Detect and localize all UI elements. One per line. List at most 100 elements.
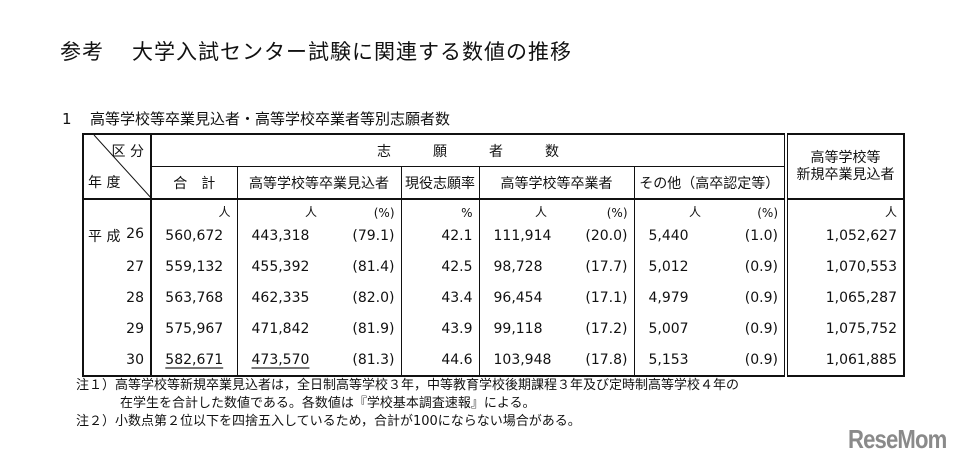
new-cell-value: 1,070,553 <box>825 258 897 275</box>
sotsugyo-cell-value: 96,454 <box>493 289 543 306</box>
title-prefix: 参考 <box>60 40 104 64</box>
sotsugyo-pct-cell: (17.8) <box>569 344 635 377</box>
sotsugyo-cell-value: 99,118 <box>493 320 543 337</box>
new-cell: 1,070,553 <box>784 251 905 282</box>
mikomi-cell-value: 443,318 <box>251 227 310 244</box>
new-graduates-header: 高等学校等 新規卒業見込者 <box>784 133 905 200</box>
other-pct-cell-value: (1.0) <box>744 227 778 244</box>
other-cell-value: 5,153 <box>648 351 689 368</box>
year-cell: 28 <box>82 282 152 313</box>
new-header-line2: 新規卒業見込者 <box>796 166 895 183</box>
total-cell: 575,967 <box>150 313 238 344</box>
mikomi-pct-cell-value: (81.3) <box>352 351 395 368</box>
sotsugyo-pct-cell: (17.2) <box>569 313 635 344</box>
new-cell-value: 1,065,287 <box>825 289 897 306</box>
other-cell-value: 5,012 <box>648 258 689 275</box>
mikomi-cell-value: 455,392 <box>251 258 310 275</box>
sotsugyo-cell-value: 98,728 <box>493 258 543 275</box>
other-pct-cell: (0.9) <box>719 313 787 344</box>
sotsugyo-pct-cell-value: (17.8) <box>585 351 628 368</box>
sotsugyo-cell: 99,118 <box>478 313 569 344</box>
total-cell-value: 559,132 <box>165 258 224 275</box>
year-cell: 29 <box>82 313 152 344</box>
section-text: 高等学校等卒業見込者・高等学校卒業者等別志願者数 <box>90 110 451 128</box>
new-header-line1: 高等学校等 <box>810 149 881 166</box>
year-cell-value: 29 <box>126 320 144 337</box>
other-cell-value: 5,007 <box>648 320 689 337</box>
mikomi-cell: 443,318 <box>236 220 337 251</box>
applicants-table: 区 分 年 度 志 願 者 数 高等学校等 新規卒業見込者 合 計 高等学校等卒… <box>82 133 905 377</box>
total-cell-value: 575,967 <box>165 320 224 337</box>
unit-mikomi: 人 <box>236 199 337 220</box>
year-cell-value: 30 <box>126 351 144 368</box>
table-row: 30 582,671 473,570 (81.3) 44.6 103,948 (17.8) 5… <box>82 344 905 377</box>
units-row: 人 人 (%) % 人 (%) 人 (%) 人 <box>82 199 905 220</box>
mikomi-cell-value: 462,335 <box>251 289 310 306</box>
mikomi-cell: 473,570 <box>236 344 337 377</box>
sotsugyo-pct-cell-value: (17.7) <box>585 258 628 275</box>
mikomi-pct-cell-value: (81.4) <box>352 258 395 275</box>
sotsugyo-pct-cell: (20.0) <box>569 220 635 251</box>
sotsugyo-cell-value: 103,948 <box>493 351 552 368</box>
other-cell: 5,440 <box>633 220 719 251</box>
corner-label-category: 区 分 <box>111 144 144 160</box>
sotsugyo-cell-value: 111,914 <box>493 227 552 244</box>
other-cell: 5,012 <box>633 251 719 282</box>
other-pct-cell: (0.9) <box>719 344 787 377</box>
new-cell-value: 1,075,752 <box>825 320 897 337</box>
resemom-logo: ReseMom <box>848 424 947 454</box>
other-pct-cell: (0.9) <box>719 251 787 282</box>
year-cell-value: 28 <box>126 289 144 306</box>
year-cell-value: 26 <box>126 225 144 242</box>
other-pct-cell-value: (0.9) <box>744 258 778 275</box>
total-cell: 563,768 <box>150 282 238 313</box>
new-cell: 1,075,752 <box>784 313 905 344</box>
header-row-2: 合 計 高等学校等卒業見込者 現役志願率 高等学校等卒業者 その他（高卒認定等） <box>83 166 904 200</box>
year-cell: 平 成 26 <box>82 220 152 251</box>
note-1: 注１）高等学校等新規卒業見込者は，全日制高等学校３年，中等教育学校後期課程３年及… <box>76 378 740 393</box>
total-cell: 560,672 <box>150 220 238 251</box>
mikomi-pct-cell: (79.1) <box>337 220 402 251</box>
col-header-mikomi: 高等学校等卒業見込者 <box>236 166 402 200</box>
total-cell: 559,132 <box>150 251 238 282</box>
corner-label-year: 年 度 <box>88 175 121 191</box>
mikomi-pct-cell-value: (79.1) <box>352 227 395 244</box>
rate-cell-value: 43.4 <box>441 289 473 306</box>
sotsugyo-pct-cell-value: (20.0) <box>585 227 628 244</box>
unit-other: 人 <box>633 199 719 220</box>
other-pct-cell-value: (0.9) <box>744 289 778 306</box>
new-cell: 1,065,287 <box>784 282 905 313</box>
unit-mikomi-pct: (%) <box>337 199 402 220</box>
rate-cell-value: 42.1 <box>441 227 473 244</box>
year-cell: 30 <box>82 344 152 377</box>
other-pct-cell-value: (0.9) <box>744 351 778 368</box>
mikomi-pct-cell-value: (82.0) <box>352 289 395 306</box>
table-row: 平 成 26 560,672 443,318 (79.1) 42.1 111,914 (20.… <box>82 220 905 251</box>
unit-sotsugyo: 人 <box>478 199 569 220</box>
rate-cell: 42.1 <box>400 220 480 251</box>
rate-cell-value: 43.9 <box>441 320 473 337</box>
unit-sotsugyo-pct: (%) <box>569 199 635 220</box>
applicants-group-header: 志 願 者 数 <box>150 133 787 167</box>
section-number: 1 <box>62 110 72 128</box>
mikomi-cell: 455,392 <box>236 251 337 282</box>
mikomi-cell: 471,842 <box>236 313 337 344</box>
table-row: 29 575,967 471,842 (81.9) 43.9 99,118 (17.2) 5,… <box>82 313 905 344</box>
mikomi-pct-cell: (81.4) <box>337 251 402 282</box>
unit-new: 人 <box>784 199 905 220</box>
title-text: 大学入試センター試験に関連する数値の推移 <box>132 40 572 64</box>
sotsugyo-pct-cell: (17.7) <box>569 251 635 282</box>
sotsugyo-cell: 96,454 <box>478 282 569 313</box>
other-cell: 5,007 <box>633 313 719 344</box>
mikomi-cell: 462,335 <box>236 282 337 313</box>
total-cell: 582,671 <box>150 344 238 377</box>
year-cell: 27 <box>82 251 152 282</box>
sotsugyo-pct-cell-value: (17.1) <box>585 289 628 306</box>
sotsugyo-cell: 111,914 <box>478 220 569 251</box>
rate-cell: 43.9 <box>400 313 480 344</box>
mikomi-cell-value: 473,570 <box>251 351 310 368</box>
other-pct-cell: (1.0) <box>719 220 787 251</box>
unit-total: 人 <box>150 199 238 220</box>
sotsugyo-cell: 98,728 <box>478 251 569 282</box>
